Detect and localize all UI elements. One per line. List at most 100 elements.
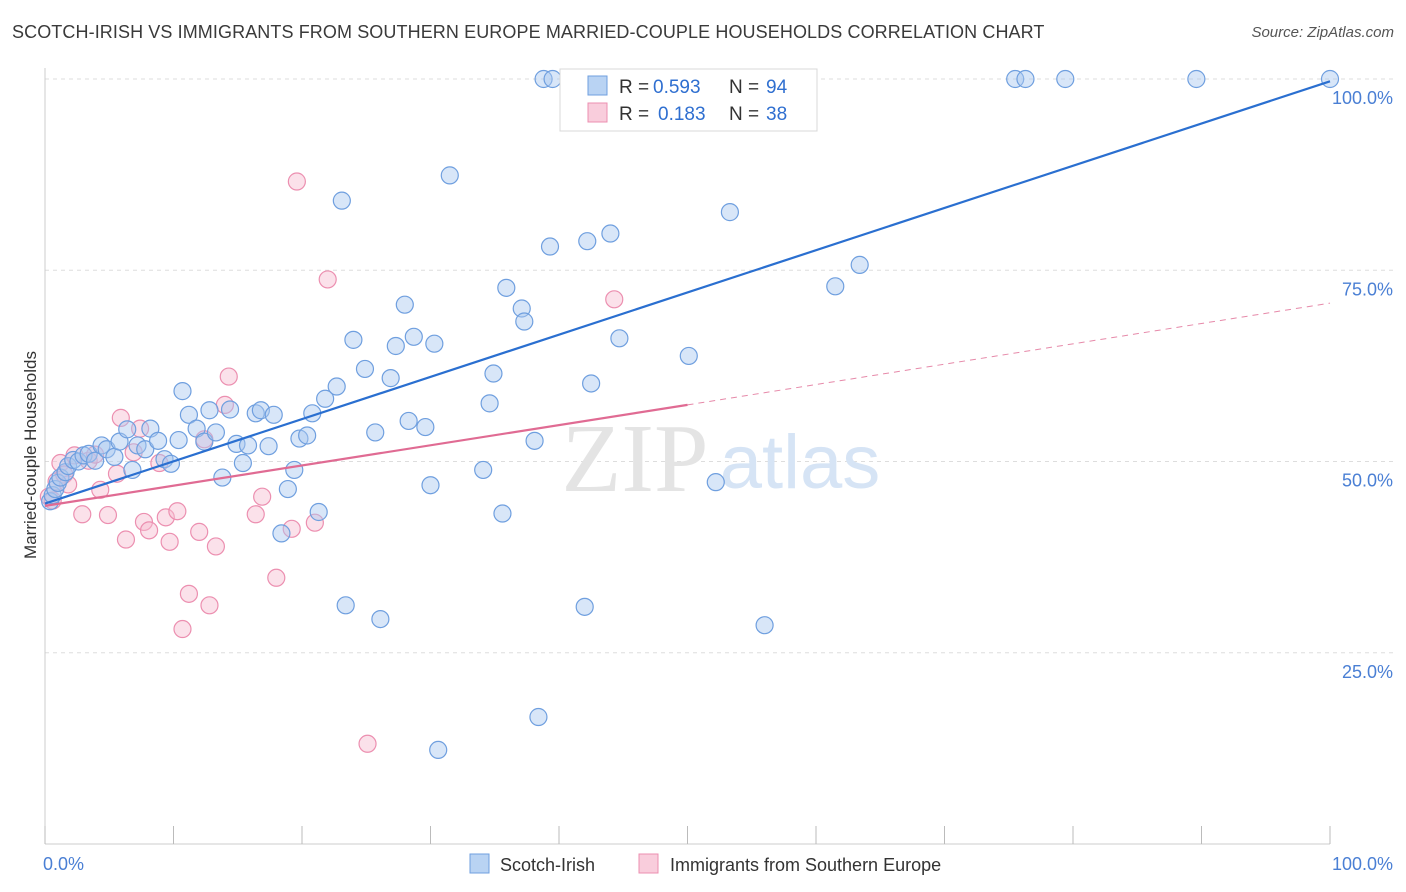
scotch-irish-point-86 <box>850 255 869 274</box>
southern-europe-point-14 <box>116 530 136 549</box>
southern-europe-point-10 <box>91 480 110 499</box>
y-tick-label-3: 25.0% <box>1342 662 1393 682</box>
scotch-irish-point-59 <box>416 417 435 437</box>
southern-europe-point-20 <box>156 508 175 527</box>
scotch-irish-point-74 <box>543 69 562 89</box>
scotch-irish-point-23 <box>161 454 181 473</box>
watermark-atlas: atlas <box>720 420 881 505</box>
scotch-irish-point-40 <box>272 524 291 543</box>
x-tick-label-max: 100.0% <box>1332 854 1393 874</box>
scotch-irish-point-34 <box>233 453 252 473</box>
stats-n-value-blue: 94 <box>766 77 788 98</box>
y-tick-label-0: 100.0% <box>1332 88 1393 108</box>
southern-europe-point-13 <box>111 408 130 427</box>
scotch-irish-point-30 <box>206 423 226 442</box>
trend-lines <box>44 80 1331 507</box>
scotch-irish-point-14 <box>105 447 124 467</box>
southern-europe-point-27 <box>200 596 219 615</box>
southern-europe-point-28 <box>206 537 226 556</box>
y-tick-label-1: 75.0% <box>1342 279 1393 299</box>
scotch-irish-point-53 <box>371 609 390 629</box>
scotch-irish-point-36 <box>246 404 265 423</box>
scotch-irish-point-47 <box>316 389 335 408</box>
watermark: ZIP atlas <box>562 405 881 513</box>
trend-line-southern-europe-extension <box>687 302 1331 406</box>
series-scotch-irish <box>41 69 1340 760</box>
stats-n-label-pink: N = <box>729 104 759 125</box>
stats-swatch-pink <box>587 102 608 123</box>
scotch-irish-point-80 <box>610 329 629 348</box>
stats-legend: R = 0.593 N = 94 R = 0.183 N = 38 <box>559 68 818 132</box>
legend-swatch-scotch-irish <box>469 853 490 874</box>
stats-swatch-blue <box>587 75 608 96</box>
scotch-irish-point-10 <box>79 444 98 463</box>
stats-n-label-blue: N = <box>729 77 759 98</box>
scotch-irish-point-26 <box>179 405 199 424</box>
stats-r-value-pink: 0.183 <box>658 104 706 125</box>
series-immigrants-southern-europe <box>39 172 624 753</box>
scotch-irish-point-24 <box>169 430 188 450</box>
scotch-irish-point-16 <box>118 420 137 439</box>
watermark-zip: ZIP <box>562 405 709 513</box>
scotch-irish-point-52 <box>366 423 385 442</box>
southern-europe-point-37 <box>318 270 337 289</box>
scotch-irish-point-55 <box>386 336 405 356</box>
southern-europe-point-11 <box>98 505 118 525</box>
axes <box>44 68 1331 845</box>
scotch-irish-point-39 <box>264 405 283 424</box>
stats-r-label-pink: R = <box>619 104 649 125</box>
trend-line-scotch-irish <box>44 80 1331 505</box>
series-legend: Scotch-Irish Immigrants from Southern Eu… <box>469 853 941 875</box>
grid-lines <box>45 78 1395 654</box>
x-tick-label-min: 0.0% <box>43 854 84 874</box>
scotch-irish-point-81 <box>679 346 698 366</box>
scotch-irish-point-32 <box>220 400 240 419</box>
scotch-irish-point-63 <box>474 460 493 480</box>
stats-r-label-blue: R = <box>619 77 649 98</box>
source-credit: Source: ZipAtlas.com <box>1251 24 1394 41</box>
scotch-irish-point-70 <box>525 431 544 450</box>
scotch-irish-point-65 <box>484 364 503 383</box>
southern-europe-point-31 <box>246 505 265 524</box>
southern-europe-point-23 <box>173 619 192 639</box>
southern-europe-point-38 <box>358 734 377 753</box>
y-tick-label-2: 50.0% <box>1342 471 1393 491</box>
southern-europe-point-21 <box>160 532 179 551</box>
legend-swatch-southern-europe <box>638 853 659 874</box>
scotch-irish-point-71 <box>529 707 548 727</box>
scotch-irish-point-67 <box>497 278 516 297</box>
scotch-irish-point-61 <box>425 334 444 353</box>
y-axis-label: Married-couple Households <box>21 351 40 559</box>
scotch-irish-point-83 <box>720 203 740 222</box>
scotch-irish-point-46 <box>309 502 328 522</box>
southern-europe-point-32 <box>253 487 272 506</box>
stats-n-value-pink: 38 <box>766 104 787 125</box>
scotch-irish-point-19 <box>136 440 155 459</box>
scotch-irish-point-41 <box>278 479 297 499</box>
scotch-irish-point-82 <box>706 473 725 492</box>
legend-label-southern-europe: Immigrants from Southern Europe <box>670 855 941 875</box>
stats-r-value-blue: 0.593 <box>653 77 701 98</box>
southern-europe-point-39 <box>605 290 624 309</box>
southern-europe-point-18 <box>139 521 159 540</box>
scotch-irish-point-91 <box>1320 69 1340 89</box>
southern-europe-point-33 <box>267 568 286 587</box>
scotch-irish-point-66 <box>493 504 512 523</box>
scotch-irish-point-42 <box>285 460 304 480</box>
scotch-irish-point-92 <box>332 191 351 210</box>
scotch-irish-point-93 <box>429 740 448 760</box>
scotch-irish-point-54 <box>381 369 400 388</box>
scotch-irish-point-85 <box>826 277 845 296</box>
legend-label-scotch-irish: Scotch-Irish <box>500 855 595 875</box>
southern-europe-point-34 <box>282 519 301 538</box>
chart-title: SCOTCH-IRISH VS IMMIGRANTS FROM SOUTHERN… <box>12 22 1045 42</box>
southern-europe-point-35 <box>287 172 306 191</box>
trend-line-southern-europe <box>44 403 688 507</box>
southern-europe-point-24 <box>179 584 199 603</box>
scotch-irish-point-77 <box>578 232 597 251</box>
scotch-irish-point-50 <box>344 330 363 349</box>
scotch-irish-point-84 <box>755 616 774 635</box>
scotch-irish-point-62 <box>440 166 459 185</box>
scotch-irish-point-38 <box>259 437 278 456</box>
